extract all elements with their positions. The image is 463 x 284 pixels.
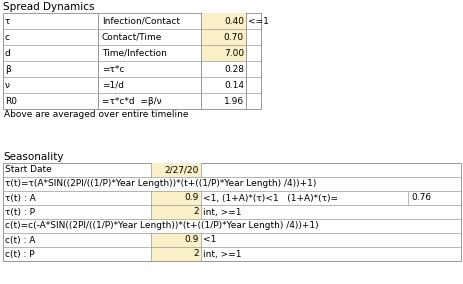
Text: Above are averaged over entire timeline: Above are averaged over entire timeline bbox=[4, 110, 188, 119]
Text: c: c bbox=[5, 32, 10, 41]
Text: =τ*c*d  =β/ν: =τ*c*d =β/ν bbox=[102, 97, 161, 105]
Text: β: β bbox=[5, 64, 11, 74]
Bar bbox=[200, 29, 245, 45]
Text: int, >=1: int, >=1 bbox=[203, 208, 241, 216]
Text: <1, (1+A)*(τ)<1   (1+A)*(τ)=: <1, (1+A)*(τ)<1 (1+A)*(τ)= bbox=[203, 193, 337, 202]
Text: 7.00: 7.00 bbox=[223, 49, 244, 57]
Text: 2/27/20: 2/27/20 bbox=[164, 166, 199, 174]
Text: int, >=1: int, >=1 bbox=[203, 250, 241, 258]
Text: 0.9: 0.9 bbox=[184, 235, 199, 245]
Text: τ(t) : P: τ(t) : P bbox=[5, 208, 35, 216]
Bar bbox=[3, 13, 260, 109]
Text: 0.14: 0.14 bbox=[224, 80, 244, 89]
Bar bbox=[150, 233, 200, 247]
Text: Start Date: Start Date bbox=[5, 166, 52, 174]
Text: 0.40: 0.40 bbox=[224, 16, 244, 26]
Text: ν: ν bbox=[5, 80, 10, 89]
Bar bbox=[3, 163, 460, 261]
Text: R0: R0 bbox=[5, 97, 17, 105]
Text: 0.70: 0.70 bbox=[223, 32, 244, 41]
Text: Infection/Contact: Infection/Contact bbox=[102, 16, 180, 26]
Text: =τ*c: =τ*c bbox=[102, 64, 124, 74]
Text: 2: 2 bbox=[193, 250, 199, 258]
Text: Contact/Time: Contact/Time bbox=[102, 32, 162, 41]
Bar bbox=[200, 13, 245, 29]
Text: c(t)=c(-A*SIN((2PI/((1/P)*Year Length))*(t+((1/P)*Year Length) /4))+1): c(t)=c(-A*SIN((2PI/((1/P)*Year Length))*… bbox=[5, 222, 318, 231]
Text: =1/d: =1/d bbox=[102, 80, 124, 89]
Text: Time/Infection: Time/Infection bbox=[102, 49, 167, 57]
Text: c(t) : P: c(t) : P bbox=[5, 250, 35, 258]
Bar bbox=[150, 163, 200, 177]
Text: 0.76: 0.76 bbox=[410, 193, 430, 202]
Bar bbox=[150, 205, 200, 219]
Text: 0.9: 0.9 bbox=[184, 193, 199, 202]
Text: c(t) : A: c(t) : A bbox=[5, 235, 35, 245]
Bar bbox=[150, 247, 200, 261]
Text: 2: 2 bbox=[193, 208, 199, 216]
Text: τ(t)=τ(A*SIN((2PI/((1/P)*Year Length))*(t+((1/P)*Year Length) /4))+1): τ(t)=τ(A*SIN((2PI/((1/P)*Year Length))*(… bbox=[5, 179, 316, 189]
Text: τ: τ bbox=[5, 16, 10, 26]
Text: <1: <1 bbox=[203, 235, 216, 245]
Text: Seasonality: Seasonality bbox=[3, 152, 63, 162]
Text: 0.28: 0.28 bbox=[224, 64, 244, 74]
Text: d: d bbox=[5, 49, 11, 57]
Text: <=1: <=1 bbox=[247, 16, 268, 26]
Text: 1.96: 1.96 bbox=[223, 97, 244, 105]
Bar bbox=[200, 45, 245, 61]
Text: Spread Dynamics: Spread Dynamics bbox=[3, 2, 94, 12]
Bar bbox=[150, 191, 200, 205]
Text: τ(t) : A: τ(t) : A bbox=[5, 193, 36, 202]
